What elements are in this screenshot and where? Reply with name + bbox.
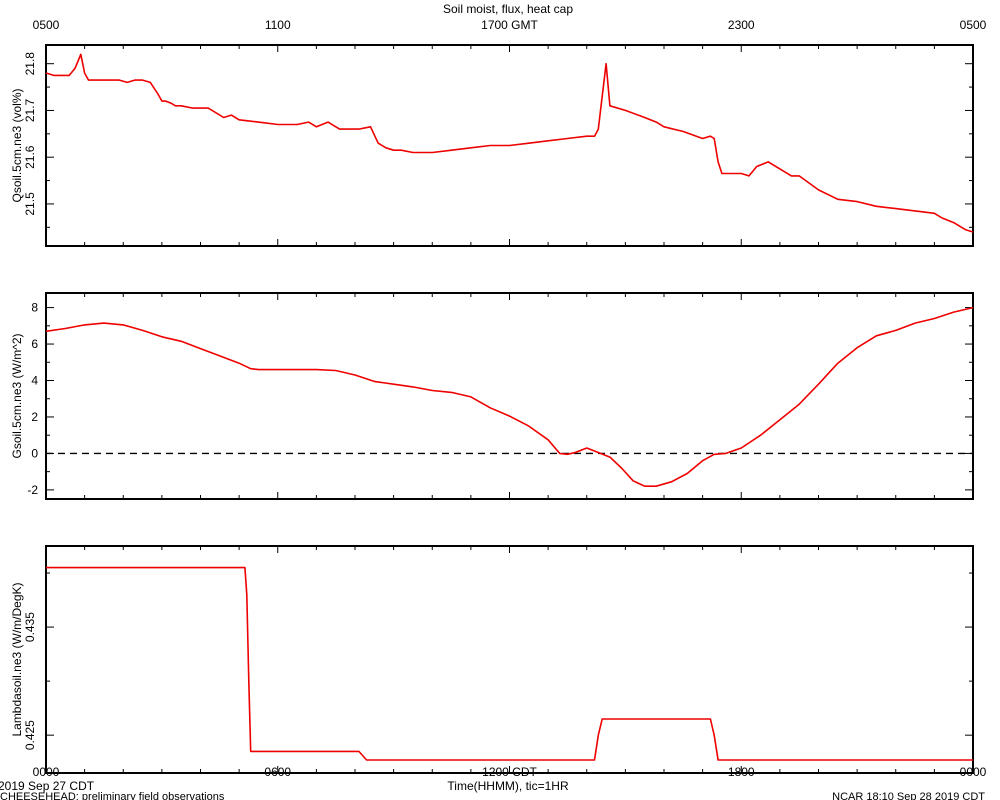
y-tick-label: -2 xyxy=(27,483,38,497)
bottom-tick-label: 0000 xyxy=(33,765,60,779)
y-tick-label: 8 xyxy=(31,301,38,315)
y-tick-label: 2 xyxy=(31,410,38,424)
y-tick-label: 21.6 xyxy=(23,145,37,169)
bottom-tick-label: 1800 xyxy=(728,765,755,779)
y-axis-label: Qsoil.5cm.ne3 (vol%) xyxy=(10,88,24,202)
y-tick-label: 21.8 xyxy=(23,52,37,76)
panel-frame xyxy=(45,545,974,774)
footer-left: CHEESEHEAD: preliminary field observatio… xyxy=(0,791,225,800)
bottom-tick-label: 0600 xyxy=(264,765,291,779)
y-tick-label: 4 xyxy=(31,374,38,388)
data-line xyxy=(45,306,974,488)
chart-title: Soil moist, flux, heat cap xyxy=(443,2,573,16)
panel-frame xyxy=(45,292,974,500)
top-tick-label: 0500 xyxy=(33,18,60,32)
panel-2: -2 0 2 4 6 8 Gsoil.5cm.ne3 (W/m^2) xyxy=(10,292,974,500)
top-tick-label: 1100 xyxy=(265,18,291,32)
y-tick-label: 0 xyxy=(31,446,38,460)
top-tick-label: 1700 GMT xyxy=(481,18,538,32)
bottom-time-axis: 0000 0600 1200 CDT 1800 0000 xyxy=(33,765,987,779)
panel-1: 21.5 21.6 21.7 21.8 Qsoil.5cm.ne3 (vol%) xyxy=(10,44,974,247)
bottom-tick-label: 0000 xyxy=(960,765,987,779)
x-axis-label: Time(HHMM), tic=1HR xyxy=(447,779,569,793)
y-tick-label: 6 xyxy=(31,337,38,351)
y-axis-label: Lambdasoil.ne3 (W/m/DegK) xyxy=(10,582,24,736)
bottom-tick-label: 1200 CDT xyxy=(482,765,537,779)
date-label: 2019 Sep 27 CDT xyxy=(0,779,95,793)
data-line xyxy=(46,566,973,761)
y-tick-label: 21.7 xyxy=(23,98,37,122)
y-axis-label: Gsoil.5cm.ne3 (W/m^2) xyxy=(10,334,24,459)
top-time-axis: 0500 1100 1700 GMT 2300 0500 xyxy=(33,18,987,32)
top-tick-label: 2300 xyxy=(728,18,755,32)
y-tick-label: 0.425 xyxy=(23,720,37,750)
y-tick-label: 0.435 xyxy=(23,612,37,642)
chart-panels: 21.5 21.6 21.7 21.8 Qsoil.5cm.ne3 (vol%) -2 0 2… xyxy=(10,44,974,774)
footer-right: NCAR 18:10 Sep 28 2019 CDT xyxy=(832,791,985,800)
data-line xyxy=(45,53,974,233)
top-tick-label: 0500 xyxy=(960,18,987,32)
y-tick-label: 21.5 xyxy=(23,192,37,216)
